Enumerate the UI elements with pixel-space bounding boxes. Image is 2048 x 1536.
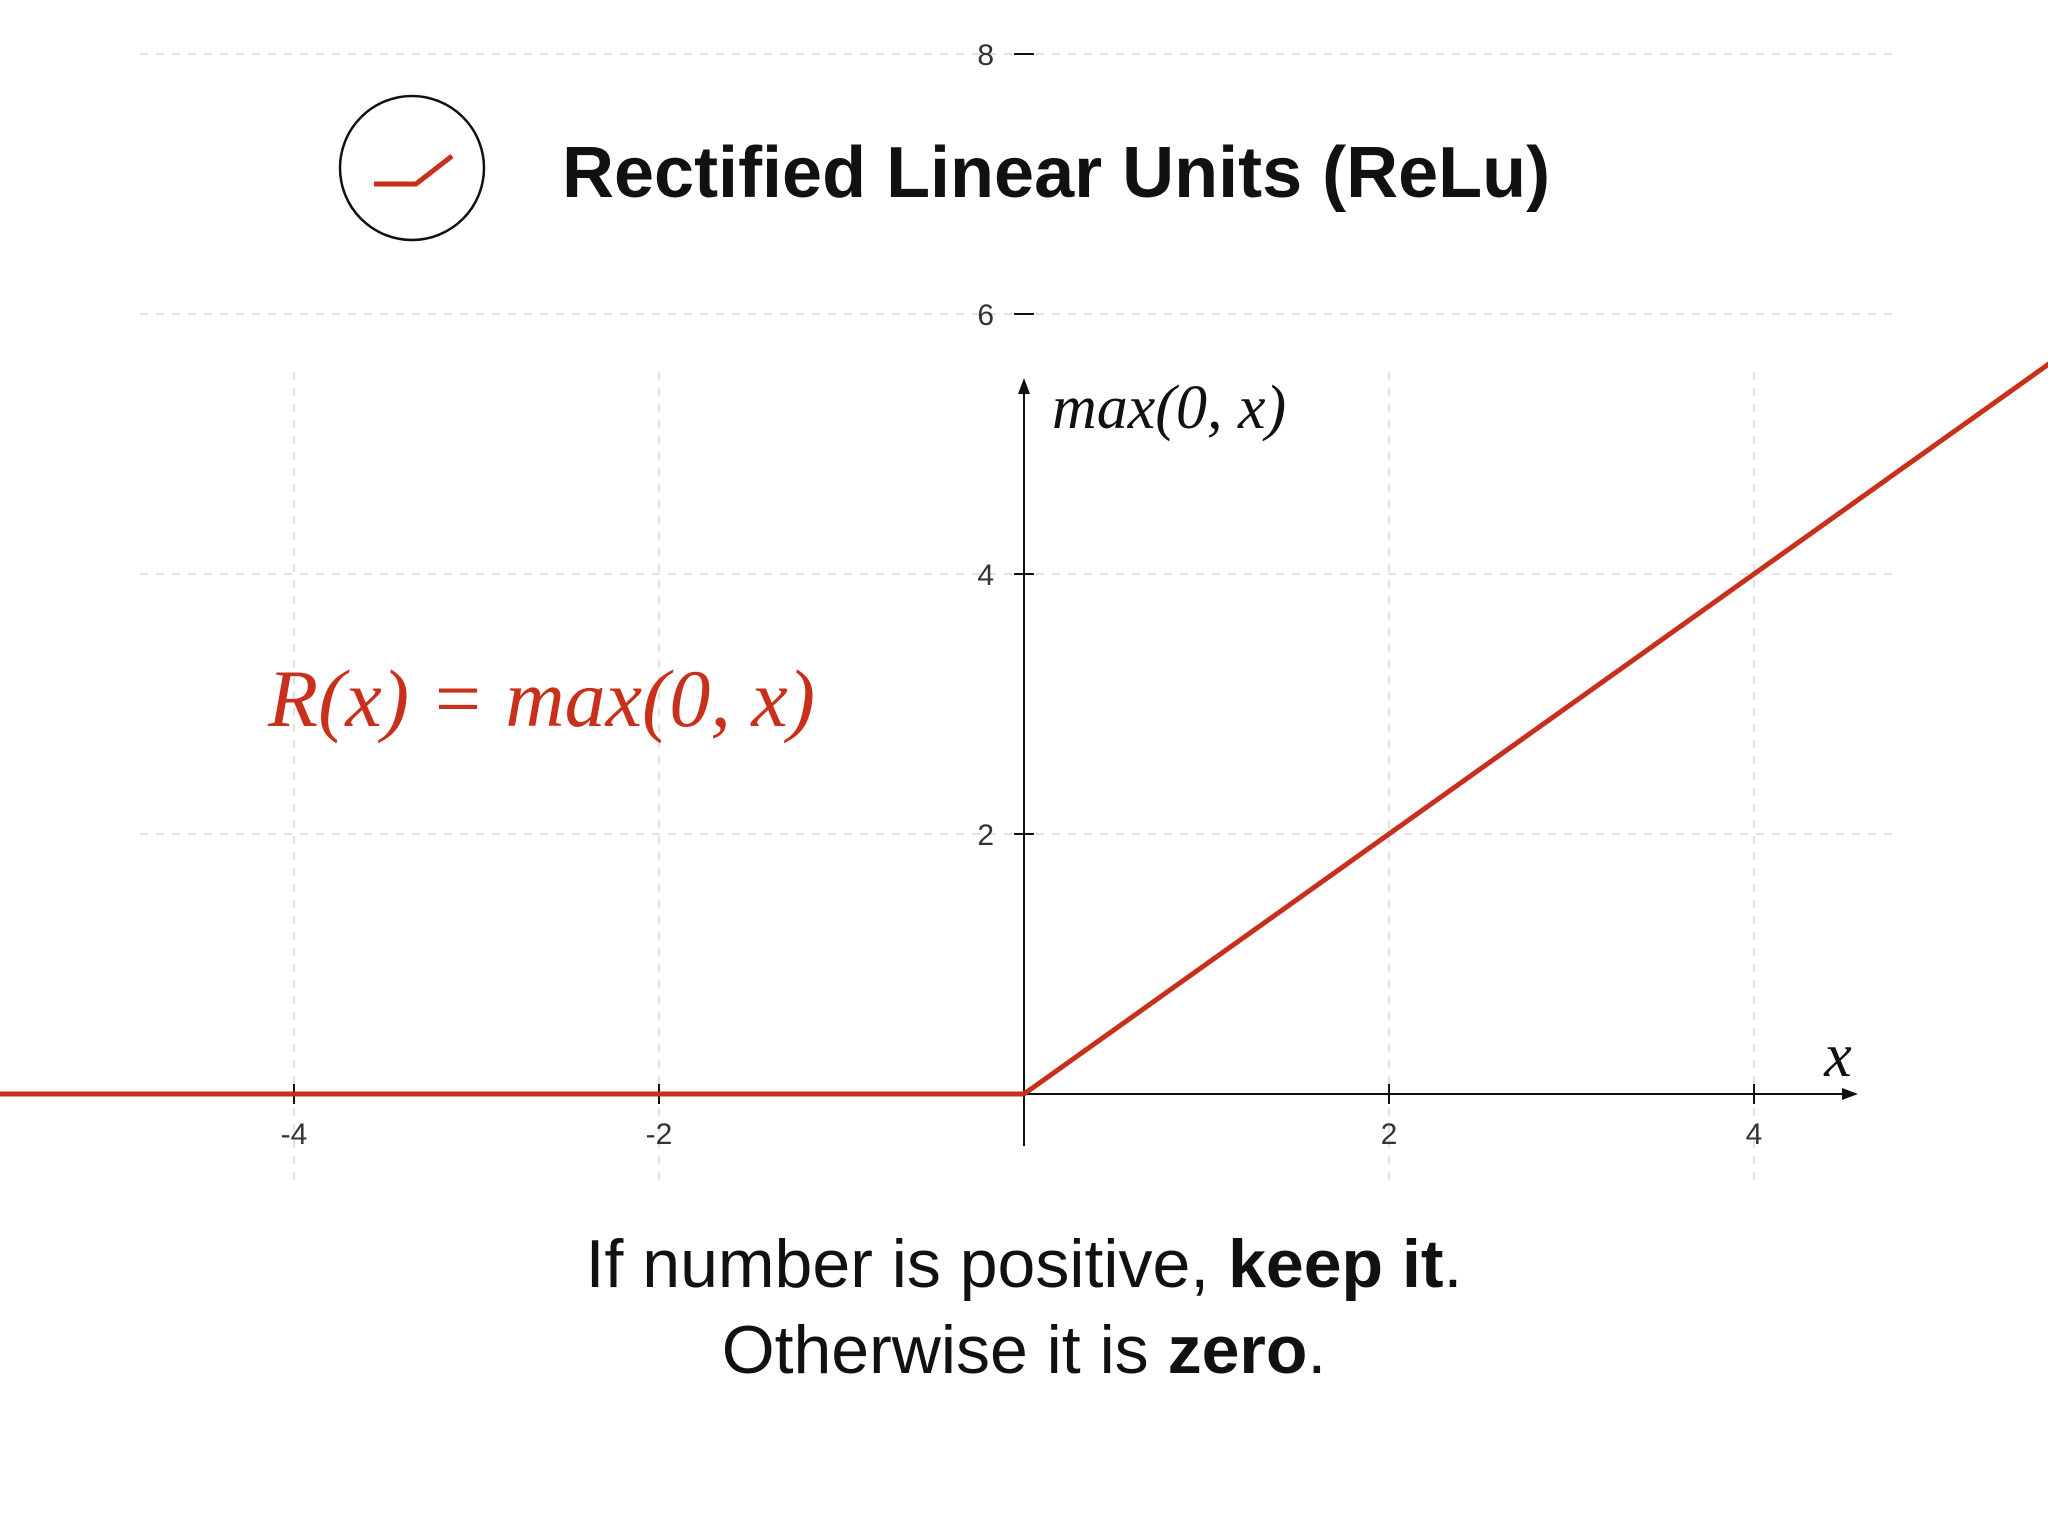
x-axis-label: x	[1823, 1022, 1852, 1090]
caption-keep-it: keep it	[1228, 1226, 1444, 1302]
caption-line-1-text: If number is positive,	[585, 1226, 1229, 1302]
caption-zero: zero	[1167, 1312, 1308, 1388]
x-tick-label: -4	[281, 1118, 308, 1151]
y-tick-label: 6	[977, 299, 994, 332]
axes	[192, 378, 1858, 1146]
page-title: Rectified Linear Units (ReLu)	[562, 133, 1551, 213]
y-tick-label: 2	[977, 819, 994, 852]
caption-line-2-end: .	[1307, 1312, 1327, 1388]
caption-line-2: Otherwise it is zero.	[0, 1310, 2048, 1390]
x-tick-label: 4	[1746, 1118, 1763, 1151]
relu-line	[0, 361, 2048, 1097]
caption-line-1: If number is positive, keep it.	[0, 1224, 2048, 1304]
x-tick-label: -2	[646, 1118, 673, 1151]
axis-labels: x max(0, x) R(x) = max(0, x)	[267, 374, 1852, 1090]
ticks: -8-6-4-22468246810	[281, 39, 1763, 1151]
caption-line-1-end: .	[1443, 1226, 1463, 1302]
caption-line-2-text: Otherwise it is	[721, 1312, 1168, 1388]
y-axis-label: max(0, x)	[1052, 374, 1286, 442]
relu-icon	[338, 94, 486, 242]
formula-annotation: R(x) = max(0, x)	[267, 653, 815, 744]
y-tick-label: 8	[977, 39, 994, 72]
x-axis-arrow-icon	[1842, 1088, 1858, 1100]
y-tick-label: 4	[977, 559, 994, 592]
x-tick-label: 2	[1381, 1118, 1398, 1151]
series	[0, 361, 2048, 1097]
y-axis-arrow-icon	[1018, 378, 1030, 394]
